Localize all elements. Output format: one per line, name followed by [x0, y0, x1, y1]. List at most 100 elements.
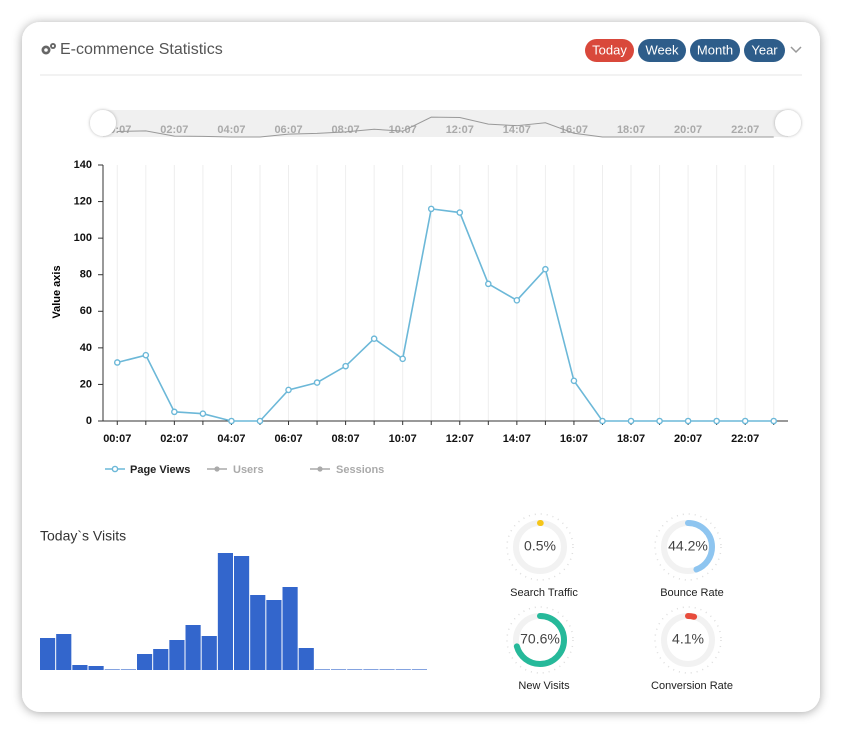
slider-label: 18:07 — [617, 124, 645, 136]
data-point — [542, 265, 549, 273]
range-button-label[interactable]: Month — [697, 42, 733, 57]
x-tick-label: 12:07 — [446, 433, 474, 445]
x-tick-label: 20:07 — [674, 433, 702, 445]
bar — [363, 669, 379, 670]
series-line — [117, 207, 774, 422]
gauge-value: 44.2% — [668, 538, 708, 554]
gauge-arc — [661, 613, 715, 667]
gauge-arc — [513, 520, 567, 574]
bar — [331, 669, 347, 670]
range-button[interactable] — [638, 39, 686, 62]
slider-label: 02:07 — [160, 124, 188, 136]
y-tick-label: 100 — [74, 232, 92, 244]
legend-marker — [111, 465, 119, 473]
bar — [169, 640, 185, 670]
x-tick-label: 02:07 — [160, 433, 188, 445]
data-point — [228, 417, 235, 425]
bar — [120, 669, 136, 670]
x-tick-label: 06:07 — [274, 433, 302, 445]
data-point — [171, 408, 178, 416]
bar — [282, 587, 298, 670]
bar — [395, 669, 411, 670]
data-point — [113, 359, 121, 366]
bar — [266, 600, 282, 670]
card — [22, 22, 820, 712]
bar — [298, 648, 314, 670]
slider-label: 20:07 — [674, 124, 702, 136]
x-tick-label: 10:07 — [389, 433, 417, 445]
slider-label: 10:07 — [389, 124, 417, 136]
bar — [88, 666, 104, 670]
bar — [185, 625, 201, 670]
bar — [217, 553, 233, 670]
gauge-dots — [506, 606, 574, 674]
range-button[interactable] — [744, 39, 785, 62]
slider-handle[interactable] — [90, 110, 116, 136]
bar — [379, 669, 395, 670]
data-point — [142, 351, 150, 359]
data-point — [256, 417, 264, 425]
range-button-label[interactable]: Year — [751, 42, 778, 57]
slider-label: 16:07 — [560, 124, 588, 136]
bar — [56, 634, 72, 670]
gauge-label: New Visits — [518, 680, 570, 692]
y-tick-label: 40 — [80, 342, 92, 354]
y-tick-label: 20 — [80, 378, 92, 390]
bar — [153, 649, 169, 670]
x-tick-label: 16:07 — [560, 433, 588, 445]
slider-label: 14:07 — [503, 124, 531, 136]
gauge-value: 4.1% — [672, 631, 704, 647]
zoom-slider[interactable] — [103, 110, 788, 137]
bar — [314, 669, 330, 670]
bar — [40, 638, 56, 670]
data-point — [199, 410, 207, 417]
bar — [72, 665, 88, 670]
y-tick-label: 140 — [74, 159, 92, 171]
y-tick-label: 0 — [86, 415, 92, 427]
slider-label: 12:07 — [446, 124, 474, 136]
chart-title: Today`s Visits — [40, 528, 126, 544]
y-axis-label: Value axis — [51, 265, 63, 318]
bar — [347, 669, 363, 670]
gauge-label: Search Traffic — [510, 587, 578, 599]
range-button[interactable] — [585, 39, 634, 62]
data-point — [627, 417, 635, 425]
range-button-label[interactable]: Week — [646, 42, 679, 57]
data-point — [656, 417, 663, 425]
y-tick-label: 120 — [74, 195, 92, 207]
slider-label: 06:07 — [274, 124, 302, 136]
legend-label[interactable]: Page Views — [130, 464, 190, 476]
gauge-dots — [654, 513, 722, 581]
legend-label[interactable]: Sessions — [336, 464, 384, 476]
legend-label[interactable]: Users — [233, 464, 264, 476]
slider-label: 04:07 — [217, 124, 245, 136]
gauge-value: 0.5% — [524, 538, 556, 554]
legend-marker — [317, 466, 323, 472]
gauge-arc — [513, 613, 567, 667]
range-button-label[interactable]: Today — [592, 42, 627, 57]
data-point — [399, 355, 406, 363]
data-point — [456, 209, 464, 216]
title: E-commence Statistics — [60, 41, 223, 58]
data-point — [513, 297, 521, 304]
x-tick-label: 00:07 — [103, 433, 131, 445]
data-point — [684, 417, 692, 425]
collapse-chevron[interactable] — [790, 46, 802, 54]
bar — [104, 669, 120, 670]
data-point — [770, 417, 778, 425]
gauge-label: Bounce Rate — [660, 587, 724, 599]
x-tick-label: 18:07 — [617, 433, 645, 445]
data-point — [713, 417, 720, 425]
x-tick-label: 04:07 — [217, 433, 245, 445]
y-tick-label: 60 — [80, 305, 92, 317]
data-point — [285, 386, 292, 394]
gauge-arc — [661, 520, 715, 574]
x-tick-label: 08:07 — [332, 433, 360, 445]
data-point — [370, 335, 378, 343]
slider-handle[interactable] — [775, 110, 801, 136]
slider-line — [117, 116, 774, 138]
bar — [250, 595, 266, 670]
range-button[interactable] — [690, 39, 740, 62]
